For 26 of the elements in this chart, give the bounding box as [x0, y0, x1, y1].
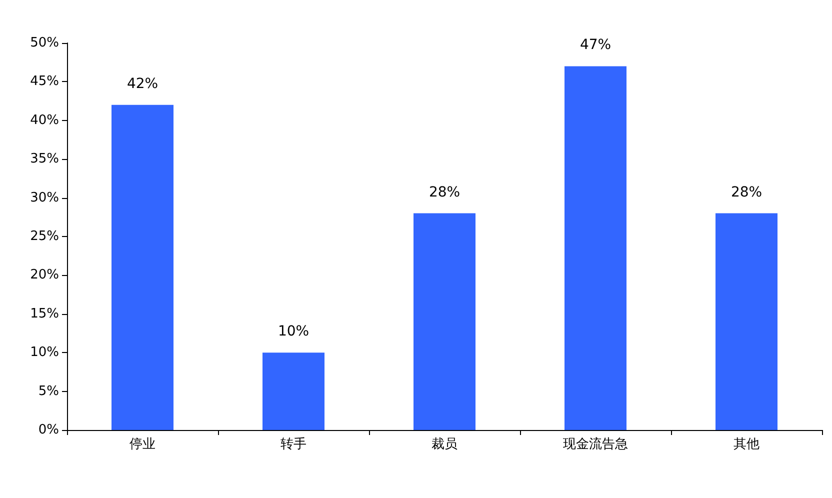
y-tick-label: 20% — [30, 268, 59, 283]
data-label: 10% — [278, 324, 310, 340]
x-tick-label: 裁员 — [432, 437, 458, 452]
y-tick-label: 40% — [30, 112, 59, 128]
bar — [564, 66, 626, 430]
x-tick-label: 停业 — [130, 437, 156, 452]
y-tick-label: 25% — [30, 229, 59, 244]
y-tick-label: 10% — [30, 345, 59, 360]
data-label: 42% — [126, 76, 158, 92]
y-tick-label: 50% — [30, 36, 59, 50]
x-tick-label: 现金流告急 — [563, 436, 628, 452]
y-tick-label: 15% — [30, 306, 59, 322]
data-label: 28% — [730, 184, 762, 200]
bar — [716, 213, 778, 430]
data-label: 47% — [580, 37, 612, 54]
bar — [112, 104, 174, 430]
bar — [262, 352, 324, 430]
bar — [414, 213, 476, 430]
y-tick-label: 30% — [30, 190, 59, 206]
x-tick-label: 转手 — [280, 437, 306, 452]
x-tick-label: 其他 — [734, 437, 760, 452]
y-tick-label: 5% — [38, 384, 59, 399]
y-tick-label: 35% — [30, 152, 59, 167]
data-label: 28% — [428, 184, 460, 200]
y-tick-label: 45% — [30, 74, 59, 90]
y-tick-label: 0% — [38, 422, 59, 438]
